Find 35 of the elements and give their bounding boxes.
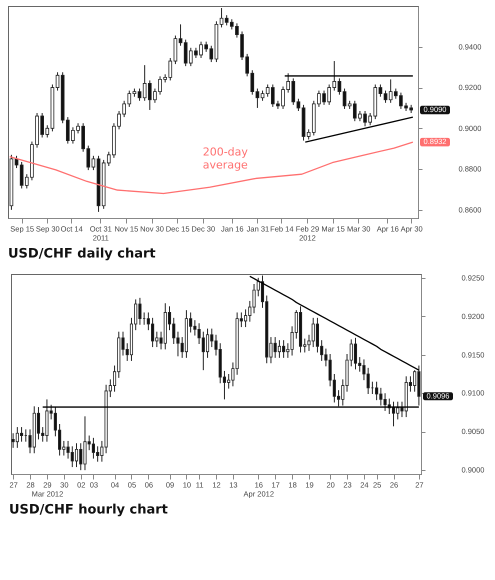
candlestick	[83, 416, 87, 471]
candlestick	[354, 337, 358, 370]
candlestick	[379, 387, 382, 406]
candlestick	[392, 401, 396, 427]
candlestick	[96, 446, 100, 462]
candlestick	[413, 370, 416, 392]
candlestick	[193, 320, 196, 336]
candlestick	[12, 432, 15, 448]
candlestick	[206, 328, 210, 358]
candlestick	[274, 336, 277, 358]
candlestick	[375, 381, 378, 401]
candlestick	[66, 440, 70, 460]
candlestick	[252, 284, 256, 314]
text: USD/CHF hourly chart	[8, 502, 168, 518]
candlestick	[384, 392, 387, 412]
candlestick	[282, 340, 286, 358]
candlestick	[151, 317, 154, 348]
text: USD/CHF daily chart	[8, 246, 156, 262]
candlestick	[244, 308, 248, 328]
candlestick	[396, 401, 400, 420]
candlestick	[366, 367, 370, 394]
candlestick	[20, 426, 24, 442]
candlestick	[210, 328, 214, 348]
line-series	[9, 142, 414, 194]
candlestick	[316, 317, 320, 353]
candlestick	[202, 331, 205, 371]
candlestick	[312, 317, 315, 348]
candlestick	[278, 340, 281, 358]
candlestick	[92, 437, 95, 460]
candlestick	[79, 442, 82, 471]
candlestick	[138, 297, 142, 326]
candlestick	[74, 442, 78, 468]
candlestick	[16, 426, 19, 448]
annotation: 200-day average	[202, 145, 248, 172]
candlestick	[70, 446, 74, 468]
